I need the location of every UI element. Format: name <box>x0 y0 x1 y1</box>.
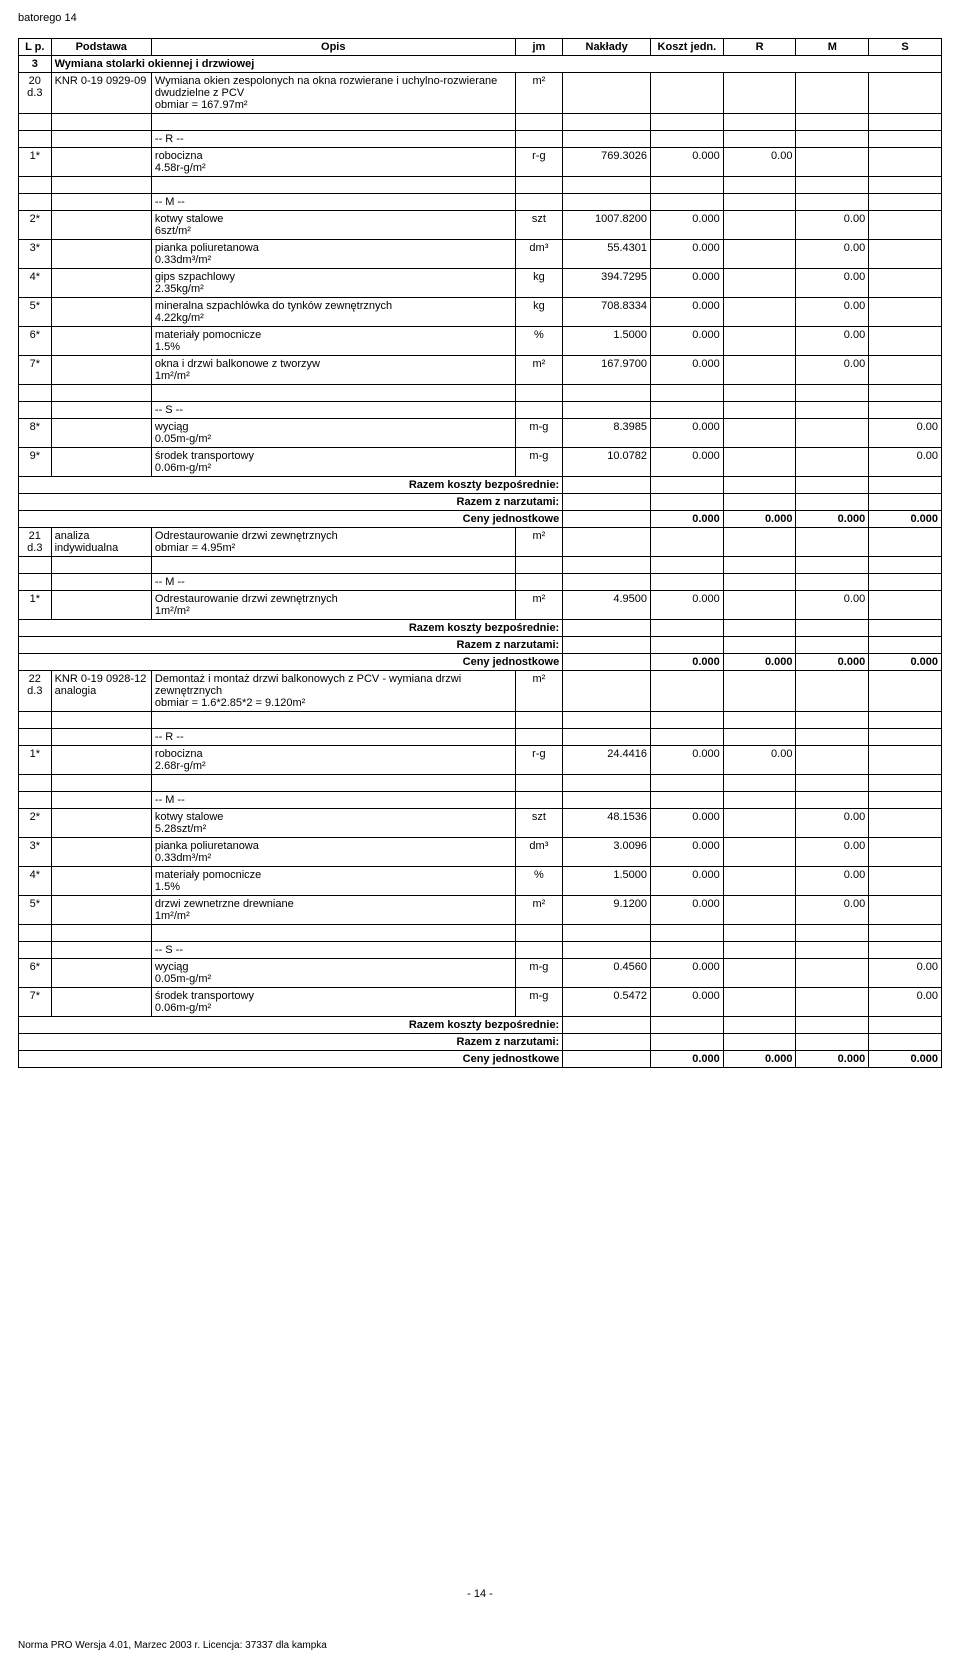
col-koszt: Koszt jedn. <box>651 39 724 56</box>
resource-row: 5* mineralna szpachlówka do tynków zewnę… <box>19 298 942 327</box>
summary-row: Ceny jednostkowe 0.000 0.000 0.000 0.000 <box>19 654 942 671</box>
doc-header: batorego 14 <box>18 12 942 24</box>
spacer-row <box>19 775 942 792</box>
spacer-row <box>19 557 942 574</box>
item-podstawa: KNR 0-19 0929-09 <box>51 73 151 114</box>
resource-row: 1* robocizna4.58r-g/m² r-g 769.3026 0.00… <box>19 148 942 177</box>
summary-row: Razem koszty bezpośrednie: <box>19 477 942 494</box>
summary-row: Razem z narzutami: <box>19 494 942 511</box>
page-number: - 14 - <box>18 1588 942 1600</box>
resource-row: 4* gips szpachlowy2.35kg/m² kg 394.7295 … <box>19 269 942 298</box>
section-num: 3 <box>19 56 52 73</box>
group-s-label: -- S -- <box>19 402 942 419</box>
resource-row: 6* materiały pomocnicze1.5% % 1.5000 0.0… <box>19 327 942 356</box>
resource-row: 1* Odrestaurowanie drzwi zewnętrznych1m²… <box>19 591 942 620</box>
group-s-label: -- S -- <box>19 942 942 959</box>
col-s: S <box>869 39 942 56</box>
resource-row: 1* robocizna2.68r-g/m² r-g 24.4416 0.000… <box>19 746 942 775</box>
spacer-row <box>19 114 942 131</box>
item-lp: 20 d.3 <box>19 73 52 114</box>
col-r: R <box>723 39 796 56</box>
col-podstawa: Podstawa <box>51 39 151 56</box>
group-m-label: -- M -- <box>19 792 942 809</box>
resource-row: 9* środek transportowy0.06m-g/m² m-g 10.… <box>19 448 942 477</box>
item-header-row: 22 d.3 KNR 0-19 0928-12 analogia Demonta… <box>19 671 942 712</box>
item-header-row: 21 d.3 analiza indywidualna Odrestaurowa… <box>19 528 942 557</box>
spacer-row <box>19 385 942 402</box>
section-title: Wymiana stolarki okiennej i drzwiowej <box>51 56 941 73</box>
spacer-row <box>19 712 942 729</box>
opis-text: Wymiana okien zespolonych na okna rozwie… <box>155 75 497 99</box>
group-r-label: -- R -- <box>19 729 942 746</box>
col-opis: Opis <box>151 39 515 56</box>
col-naklady: Nakłady <box>563 39 651 56</box>
obmiar-text: obmiar = 167.97m² <box>155 99 248 111</box>
resource-row: 2* kotwy stalowe6szt/m² szt 1007.8200 0.… <box>19 211 942 240</box>
spacer-row <box>19 177 942 194</box>
summary-row: Razem z narzutami: <box>19 1034 942 1051</box>
item-opis: Wymiana okien zespolonych na okna rozwie… <box>151 73 515 114</box>
summary-row: Ceny jednostkowe 0.000 0.000 0.000 0.000 <box>19 511 942 528</box>
group-r-label: -- R -- <box>19 131 942 148</box>
resource-row: 6* wyciąg0.05m-g/m² m-g 0.4560 0.000 0.0… <box>19 959 942 988</box>
item-jm: m² <box>515 73 563 114</box>
summary-row: Razem z narzutami: <box>19 637 942 654</box>
summary-row: Razem koszty bezpośrednie: <box>19 1017 942 1034</box>
resource-row: 7* środek transportowy0.06m-g/m² m-g 0.5… <box>19 988 942 1017</box>
item-header-row: 20 d.3 KNR 0-19 0929-09 Wymiana okien ze… <box>19 73 942 114</box>
group-m-label: -- M -- <box>19 194 942 211</box>
section-row: 3 Wymiana stolarki okiennej i drzwiowej <box>19 56 942 73</box>
spacer-row <box>19 925 942 942</box>
group-m-label: -- M -- <box>19 574 942 591</box>
col-lp: L p. <box>19 39 52 56</box>
resource-row: 8* wyciąg0.05m-g/m² m-g 8.3985 0.000 0.0… <box>19 419 942 448</box>
resource-row: 7* okna i drzwi balkonowe z tworzyw1m²/m… <box>19 356 942 385</box>
table-header-row: L p. Podstawa Opis jm Nakłady Koszt jedn… <box>19 39 942 56</box>
cost-table: L p. Podstawa Opis jm Nakłady Koszt jedn… <box>18 38 942 1068</box>
resource-row: 2* kotwy stalowe5.28szt/m² szt 48.1536 0… <box>19 809 942 838</box>
col-m: M <box>796 39 869 56</box>
col-jm: jm <box>515 39 563 56</box>
resource-row: 3* pianka poliuretanowa0.33dm³/m² dm³ 3.… <box>19 838 942 867</box>
summary-row: Ceny jednostkowe 0.000 0.000 0.000 0.000 <box>19 1051 942 1068</box>
footer-credit: Norma PRO Wersja 4.01, Marzec 2003 r. Li… <box>18 1640 942 1651</box>
resource-row: 5* drzwi zewnetrzne drewniane1m²/m² m² 9… <box>19 896 942 925</box>
summary-row: Razem koszty bezpośrednie: <box>19 620 942 637</box>
resource-row: 4* materiały pomocnicze1.5% % 1.5000 0.0… <box>19 867 942 896</box>
resource-row: 3* pianka poliuretanowa0.33dm³/m² dm³ 55… <box>19 240 942 269</box>
